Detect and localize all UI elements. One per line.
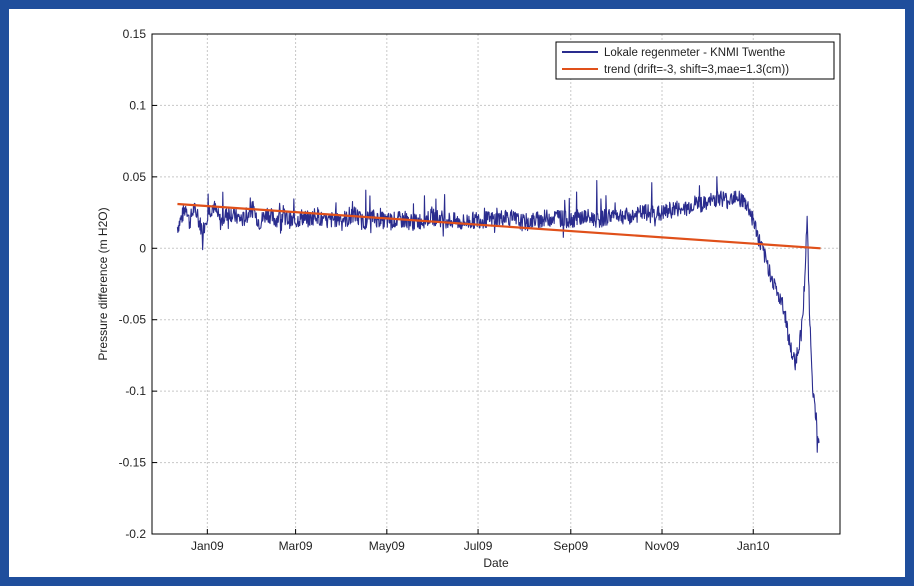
y-tick-label: -0.15	[119, 456, 147, 470]
y-tick-label: -0.05	[119, 313, 147, 327]
series-layer	[176, 176, 821, 453]
legend-label-lokale: Lokale regenmeter - KNMI Twenthe	[604, 47, 785, 59]
legend-label-trend: trend (drift=-3, shift=3,mae=1.3(cm))	[604, 64, 789, 76]
x-tick-label: Nov09	[645, 539, 680, 553]
x-axis-label: Date	[483, 556, 509, 570]
x-tick-label: Mar09	[279, 539, 313, 553]
legend: Lokale regenmeter - KNMI Twenthe trend (…	[555, 41, 835, 80]
axis-ticks: Jan09 Mar09 May09 Jul09 Sep09 Nov09 Jan10 0.15 0…	[119, 27, 770, 553]
y-tick-label: 0.1	[129, 98, 146, 112]
grid-lines	[152, 33, 840, 535]
x-tick-label: Jan10	[737, 539, 770, 553]
y-tick-label: 0.05	[123, 170, 147, 184]
series-line-lokale-regenmeter	[176, 176, 820, 453]
series-line-trend	[177, 202, 821, 250]
x-tick-label: May09	[369, 539, 405, 553]
y-tick-label: 0.15	[123, 27, 147, 41]
y-axis-label: Pressure difference (m H2O)	[96, 207, 110, 360]
x-tick-label: Jan09	[191, 539, 224, 553]
x-tick-label: Jul09	[464, 539, 493, 553]
plot-area	[151, 33, 841, 535]
y-tick-label: -0.1	[125, 384, 146, 398]
x-tick-label: Sep09	[553, 539, 588, 553]
legend-box	[555, 41, 835, 80]
y-tick-label: -0.2	[125, 527, 146, 541]
y-tick-label: 0	[139, 241, 146, 255]
